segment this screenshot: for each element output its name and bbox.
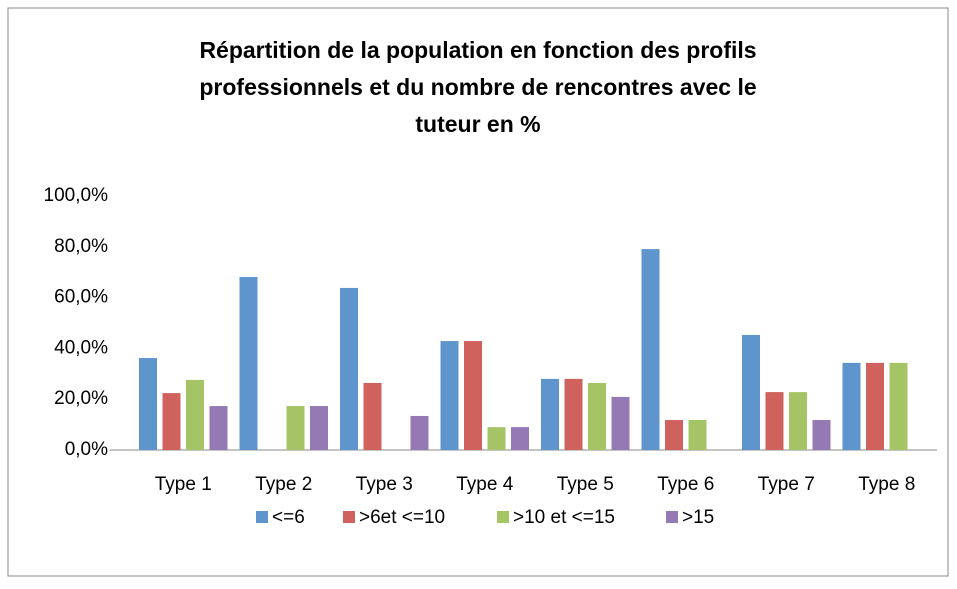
x-tick-label: Type 1 xyxy=(155,474,212,495)
bar xyxy=(186,379,204,450)
bar xyxy=(410,415,429,450)
bar xyxy=(541,378,559,450)
legend-swatch xyxy=(666,511,678,523)
bar xyxy=(866,362,884,450)
bar xyxy=(812,420,831,450)
bar xyxy=(363,382,382,450)
chart-title: tuteur en % xyxy=(415,111,540,137)
bar xyxy=(742,334,760,450)
y-tick-label: 40,0% xyxy=(54,337,108,358)
bar xyxy=(641,249,660,450)
bar xyxy=(564,378,583,450)
bar xyxy=(139,358,157,450)
bar xyxy=(889,362,908,450)
x-tick-label: Type 7 xyxy=(758,474,815,495)
y-tick-label: 20,0% xyxy=(54,388,108,409)
x-tick-label: Type 6 xyxy=(657,474,714,495)
legend-swatch xyxy=(497,511,509,523)
x-tick-label: Type 2 xyxy=(255,474,312,495)
bar xyxy=(310,406,328,450)
bar xyxy=(842,362,861,450)
bar xyxy=(239,277,258,450)
legend-label: >15 xyxy=(682,507,714,528)
bar xyxy=(209,406,228,450)
x-tick-label: Type 3 xyxy=(356,474,413,495)
bar xyxy=(765,392,784,450)
x-tick-label: Type 5 xyxy=(557,474,614,495)
legend-label: >10 et <=15 xyxy=(513,507,615,528)
bar xyxy=(440,341,459,450)
x-tick-label: Type 4 xyxy=(456,474,513,495)
bar xyxy=(464,341,482,450)
legend-swatch xyxy=(256,511,268,523)
chart-title: professionnels et du nombre de rencontre… xyxy=(199,74,756,100)
chart-title: Répartition de la population en fonction… xyxy=(199,37,756,63)
bar xyxy=(789,392,807,450)
bar xyxy=(688,420,707,450)
legend-label: <=6 xyxy=(272,507,305,528)
bar xyxy=(588,382,606,450)
bar xyxy=(487,427,506,450)
bar xyxy=(340,287,358,450)
bar xyxy=(511,427,529,450)
chart-border xyxy=(7,7,949,577)
legend-swatch xyxy=(343,511,355,523)
bar xyxy=(611,396,630,450)
legend-label: >6et <=10 xyxy=(359,507,445,528)
bar xyxy=(162,393,181,450)
y-tick-label: 60,0% xyxy=(54,287,108,308)
bar xyxy=(286,406,305,450)
bar xyxy=(665,420,683,450)
x-tick-label: Type 8 xyxy=(858,474,915,495)
y-tick-label: 100,0% xyxy=(44,185,109,206)
y-tick-label: 0,0% xyxy=(65,439,108,460)
y-tick-label: 80,0% xyxy=(54,236,108,257)
